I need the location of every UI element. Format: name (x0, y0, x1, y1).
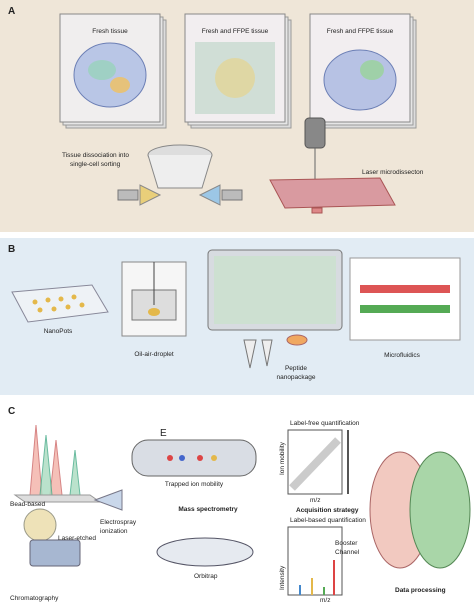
ion-mobility (131, 439, 257, 477)
plate (207, 249, 343, 369)
nanopots-chip (11, 284, 109, 323)
caption: Mass spectrometry (178, 506, 238, 513)
emitter (93, 489, 123, 511)
caption: Laser-etched (58, 535, 96, 542)
caption: Peptide (285, 365, 307, 372)
caption: Electrospray (100, 519, 137, 526)
caption: Chromatography (10, 595, 59, 602)
tissue-stacks (59, 13, 417, 129)
axis-label: m/z (320, 597, 330, 604)
caption: Trapped ion mobility (165, 481, 224, 488)
caption: Acquisition strategy (296, 507, 359, 514)
brain (369, 451, 471, 569)
caption: nanopackage (276, 374, 315, 381)
axis-label: Intensity (279, 565, 286, 590)
caption: Orbitrap (194, 573, 218, 580)
chromatography (13, 424, 102, 567)
caption: Data processing (395, 587, 446, 594)
panel-label: C (8, 406, 15, 417)
acquisition-plots (287, 429, 349, 596)
caption: Oil-air-droplet (134, 351, 174, 358)
sorter (117, 144, 243, 206)
caption: Fresh and FFPE tissue (202, 28, 269, 35)
caption: ionization (100, 528, 128, 535)
caption: Fresh tissue (92, 28, 128, 35)
panel-label: A (8, 6, 15, 17)
axis-label: m/z (310, 497, 320, 504)
caption: E (160, 428, 167, 439)
orbitrap (156, 537, 254, 567)
caption: Label-free quantification (290, 420, 360, 427)
caption: Tissue dissociation into (62, 152, 129, 159)
axis-label: Ion mobility (279, 441, 286, 475)
caption: Laser microdissecton (362, 169, 424, 176)
caption: Label-based quantification (290, 517, 366, 524)
droplet-device (121, 261, 187, 337)
microscope (269, 117, 396, 214)
caption: Channel (335, 549, 360, 556)
caption: Booster (335, 540, 358, 547)
microfluidics-chip (349, 257, 461, 341)
caption: NanoPots (44, 328, 73, 335)
panel-label: B (8, 244, 15, 255)
caption: Microfluidics (384, 352, 421, 359)
caption: single-cell sorting (70, 161, 121, 168)
caption: Fresh and FFPE tissue (327, 28, 394, 35)
caption: Bead-based (10, 501, 45, 508)
